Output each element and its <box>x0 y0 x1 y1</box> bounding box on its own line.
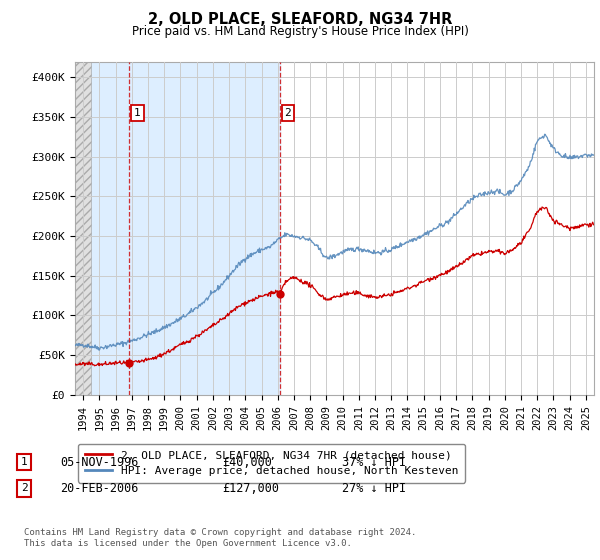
Legend: 2, OLD PLACE, SLEAFORD, NG34 7HR (detached house), HPI: Average price, detached : 2, OLD PLACE, SLEAFORD, NG34 7HR (detach… <box>78 444 466 483</box>
Bar <box>75 62 91 395</box>
Bar <box>75 62 91 395</box>
Text: 27% ↓ HPI: 27% ↓ HPI <box>342 482 406 495</box>
Text: Contains HM Land Registry data © Crown copyright and database right 2024.
This d: Contains HM Land Registry data © Crown c… <box>24 528 416 548</box>
Text: £127,000: £127,000 <box>222 482 279 495</box>
Text: Price paid vs. HM Land Registry's House Price Index (HPI): Price paid vs. HM Land Registry's House … <box>131 25 469 38</box>
Text: 2: 2 <box>284 108 291 118</box>
Text: 37% ↓ HPI: 37% ↓ HPI <box>342 455 406 469</box>
Text: 2: 2 <box>20 483 28 493</box>
Text: 1: 1 <box>134 108 141 118</box>
Text: 1: 1 <box>20 457 28 467</box>
Text: 20-FEB-2006: 20-FEB-2006 <box>60 482 139 495</box>
Bar <box>75 62 280 395</box>
Text: £40,000: £40,000 <box>222 455 272 469</box>
Text: 2, OLD PLACE, SLEAFORD, NG34 7HR: 2, OLD PLACE, SLEAFORD, NG34 7HR <box>148 12 452 27</box>
Text: 05-NOV-1996: 05-NOV-1996 <box>60 455 139 469</box>
